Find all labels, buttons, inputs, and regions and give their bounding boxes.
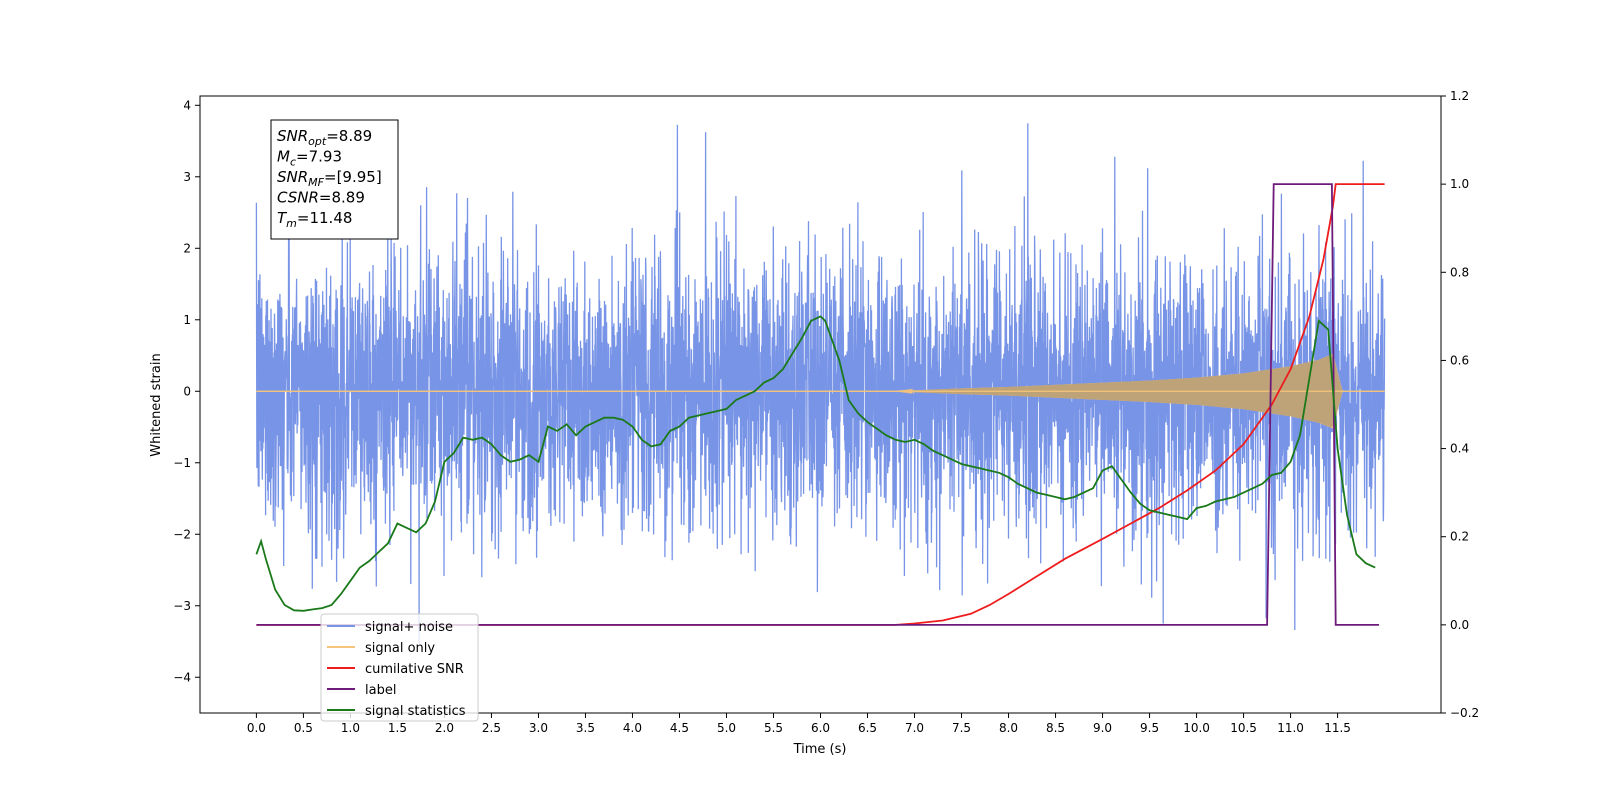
y-left-tick-label: 2 [183, 241, 191, 255]
y-right-tick-label: 0.6 [1450, 353, 1469, 367]
annotation-line: SNRMF=[9.95] [277, 168, 382, 189]
y-right-tick-label: 0.8 [1450, 265, 1469, 279]
annotation-line: CSNR=8.89 [277, 189, 365, 207]
x-tick-label: 7.5 [952, 721, 971, 735]
y-left-tick-label: −2 [173, 527, 191, 541]
y-right-tick-label: 0.4 [1450, 442, 1469, 456]
x-tick-label: 9.5 [1140, 721, 1159, 735]
x-tick-label: 2.5 [482, 721, 501, 735]
x-tick-label: 6.0 [811, 721, 830, 735]
x-tick-label: 0.0 [247, 721, 266, 735]
y-right-tick-label: 0.0 [1450, 618, 1469, 632]
x-tick-label: 9.0 [1093, 721, 1112, 735]
legend-label: signal+ noise [365, 620, 453, 635]
series-signal-statistics [255, 315, 1376, 612]
series-label [256, 183, 1379, 626]
x-tick-label: 11.0 [1277, 721, 1304, 735]
annotation-line: Mc=7.93 [277, 148, 342, 169]
x-axis-label: Time (s) [793, 742, 847, 757]
x-tick-label: 5.0 [717, 721, 736, 735]
y-left-tick-label: −4 [173, 670, 191, 684]
y-right-tick-label: 1.0 [1450, 177, 1469, 191]
legend-label: signal statistics [365, 704, 466, 719]
series-signal-noise [255, 123, 1386, 644]
y-axis-label: Whitened strain [149, 353, 164, 456]
y-left-tick-label: −3 [173, 599, 191, 613]
annotation-box [270, 119, 399, 240]
x-tick-label: 10.0 [1183, 721, 1210, 735]
y-left-tick-label: 4 [183, 98, 191, 112]
x-tick-label: 3.0 [529, 721, 548, 735]
x-tick-label: 4.5 [670, 721, 689, 735]
x-tick-label: 1.5 [388, 721, 407, 735]
x-tick-label: 11.5 [1324, 721, 1351, 735]
x-tick-label: 10.5 [1230, 721, 1257, 735]
y-left-tick-label: 0 [183, 384, 191, 398]
x-tick-label: 7.0 [905, 721, 924, 735]
y-left-tick-label: −1 [173, 456, 191, 470]
x-tick-label: 8.0 [999, 721, 1018, 735]
annotation-line: SNRopt=8.89 [277, 127, 372, 148]
y-right-tick-label: 0.2 [1450, 530, 1469, 544]
x-tick-label: 2.0 [435, 721, 454, 735]
y-right-tick-label: 1.2 [1450, 89, 1469, 103]
y-left-tick-label: 3 [183, 170, 191, 184]
y-right-tick-label: −0.2 [1450, 706, 1479, 720]
y-left-tick-label: 1 [183, 313, 191, 327]
x-tick-label: 0.5 [294, 721, 313, 735]
x-tick-label: 6.5 [858, 721, 877, 735]
legend-label: cumilative SNR [365, 662, 464, 677]
x-tick-label: 5.5 [764, 721, 783, 735]
legend-box [320, 613, 479, 722]
x-tick-label: 8.5 [1046, 721, 1065, 735]
x-tick-label: 1.0 [341, 721, 360, 735]
series-cumilative-snr [256, 183, 1385, 626]
x-tick-label: 4.0 [623, 721, 642, 735]
legend-label: signal only [365, 641, 435, 656]
x-tick-label: 3.5 [576, 721, 595, 735]
annotation-line: Tm=11.48 [277, 209, 352, 230]
legend-label: label [365, 683, 396, 698]
